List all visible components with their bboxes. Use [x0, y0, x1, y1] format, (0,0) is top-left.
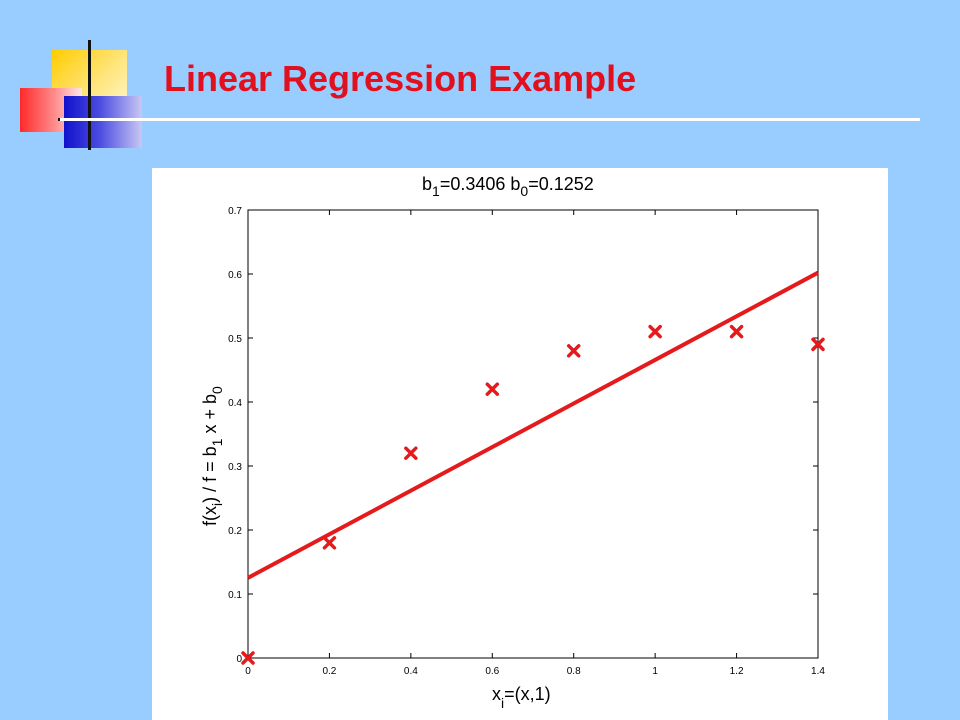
x-tick-label: 1.4 [811, 666, 825, 677]
marker-stroke [566, 344, 581, 358]
y-tick-label: 0.1 [228, 590, 242, 601]
y-tick-label: 0.2 [228, 526, 242, 537]
title-underline [60, 118, 920, 121]
x-tick-label: 0 [245, 666, 251, 677]
data-points [241, 324, 825, 665]
y-tick-label: 0.4 [228, 398, 242, 409]
axis-ticks: 0 0.2 0.4 0.6 0.8 1 1.2 1.4 0 0.1 0.2 0.3 0.4 0.5 0.6 0… [228, 206, 825, 677]
y-tick-label: 0.7 [228, 206, 242, 217]
deco-vertical-line [88, 40, 91, 150]
x-tick-label: 0.6 [485, 666, 499, 677]
marker-stroke [404, 446, 418, 460]
y-tick-label: 0.6 [228, 270, 242, 281]
marker-stroke [485, 382, 500, 396]
y-tick-label: 0.3 [228, 462, 242, 473]
data-point-marker [811, 337, 825, 352]
chart-title: b1=0.3406 b0=0.1252 [422, 174, 594, 199]
chart-panel: b1=0.3406 b0=0.1252 xi=(x,1) f(xi) / f =… [152, 168, 888, 720]
x-tick-label: 0.2 [322, 666, 336, 677]
y-axis-label: f(xi) / f = b1 x + b0 [200, 386, 225, 526]
marker-stroke [322, 536, 337, 550]
x-tick-label: 1.2 [730, 666, 744, 677]
fit-line-group [247, 270, 819, 580]
slide-title: Linear Regression Example [164, 58, 637, 99]
x-axis-label: xi=(x,1) [492, 684, 551, 711]
y-tick-label: 0 [236, 654, 242, 665]
x-tick-label: 1 [652, 666, 658, 677]
data-point-marker [648, 324, 662, 339]
x-tick-label: 0.8 [567, 666, 581, 677]
x-tick-label: 0.4 [404, 666, 418, 677]
marker-stroke [811, 337, 825, 352]
regression-chart: b1=0.3406 b0=0.1252 xi=(x,1) f(xi) / f =… [200, 174, 825, 711]
data-point-marker [729, 324, 744, 339]
data-point-marker [485, 382, 500, 396]
marker-stroke [729, 324, 744, 339]
regression-fit-line [247, 270, 819, 580]
y-tick-label: 0.5 [228, 334, 242, 345]
data-point-marker [241, 651, 255, 665]
data-point-marker [322, 536, 337, 550]
data-point-marker [566, 344, 581, 358]
data-point-marker [404, 446, 418, 460]
deco-blue-square [64, 96, 142, 148]
marker-stroke [241, 651, 255, 665]
plot-area-frame [247, 209, 819, 659]
marker-stroke [648, 324, 662, 339]
